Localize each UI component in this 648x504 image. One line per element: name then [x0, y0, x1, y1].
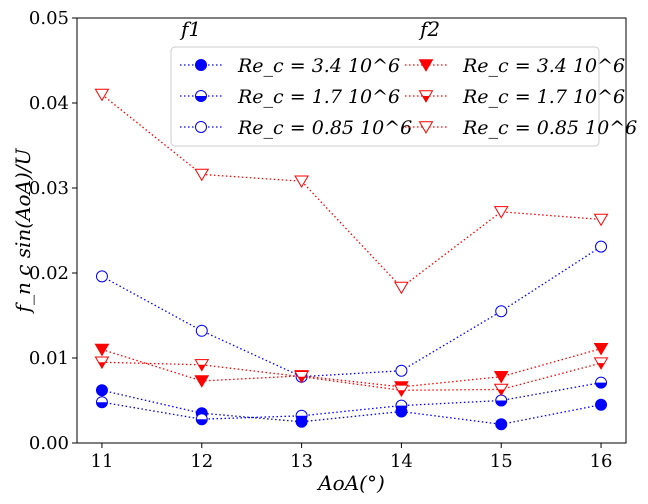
data-point	[593, 357, 609, 370]
data-point	[94, 88, 110, 102]
x-tick-label: 13	[290, 451, 313, 472]
x-tick-label: 15	[490, 451, 513, 472]
y-tick-label: 0.01	[29, 348, 69, 369]
data-point	[95, 396, 108, 409]
data-point	[493, 383, 509, 397]
legend-label: Re_c = 3.4 10^6	[462, 55, 625, 77]
data-point	[493, 371, 509, 384]
legend-item: Re_c = 1.7 10^6	[405, 86, 625, 108]
legend-item: Re_c = 0.85 10^6	[180, 117, 412, 139]
legend: f1 f2 Re_c = 3.4 10^6 Re_c = 1.7 10^6 Re_c =…	[170, 17, 637, 147]
data-point	[595, 376, 608, 389]
data-point	[395, 364, 408, 377]
data-point	[595, 398, 608, 411]
legend-label: Re_c = 1.7 10^6	[462, 86, 625, 108]
data-point	[194, 359, 210, 372]
series-f1-1	[95, 376, 608, 426]
x-tick-label: 12	[190, 451, 213, 472]
data-point	[294, 371, 309, 384]
data-point	[194, 168, 210, 182]
data-point	[194, 375, 210, 388]
y-tick-label: 0.04	[29, 93, 69, 114]
legend-item: Re_c = 0.85 10^6	[405, 117, 637, 139]
data-point	[595, 240, 608, 253]
data-point	[495, 394, 508, 407]
x-axis-label: AoA(°)	[316, 471, 385, 495]
legend-label: Re_c = 0.85 10^6	[237, 117, 412, 139]
series-f2-4	[94, 356, 609, 398]
y-tick-label: 0.02	[29, 263, 69, 284]
y-axis-label: f_n c sin(AoA)/U	[11, 147, 35, 314]
legend-marker	[418, 121, 434, 134]
data-point	[195, 324, 208, 337]
legend-group-title: f1	[179, 17, 201, 41]
data-point	[394, 384, 409, 398]
data-point	[295, 409, 308, 422]
series-line	[101, 382, 602, 420]
data-point	[95, 270, 108, 283]
axis-labels: AoA(°) f_n c sin(AoA)/U	[11, 147, 385, 495]
series-line	[101, 389, 602, 425]
series-line	[101, 93, 602, 289]
data-point	[495, 305, 508, 318]
ticks-layer: 11 12 13 14 15 16 0.00 0.01 0.02 0.03 0.04 0.05	[29, 8, 613, 472]
x-tick-label: 11	[91, 451, 114, 472]
y-tick-label: 0.05	[29, 8, 69, 29]
legend-marker	[195, 121, 207, 133]
legend-label: Re_c = 1.7 10^6	[237, 86, 400, 108]
legend-item: Re_c = 3.4 10^6	[180, 55, 400, 77]
y-tick-label: 0.00	[29, 433, 69, 454]
legend-item: Re_c = 1.7 10^6	[180, 86, 400, 108]
data-point	[493, 206, 509, 219]
data-point	[294, 175, 309, 189]
series-layer	[94, 88, 609, 431]
data-point	[94, 356, 110, 370]
legend-marker	[195, 90, 207, 102]
x-tick-label: 16	[590, 451, 613, 472]
legend-marker	[195, 59, 207, 71]
y-tick-label: 0.03	[29, 178, 69, 199]
legend-item: Re_c = 3.4 10^6	[405, 55, 625, 77]
legend-box	[170, 46, 600, 147]
legend-marker	[418, 59, 434, 72]
data-point	[95, 384, 108, 397]
series-f2-5	[94, 88, 609, 295]
x-tick-label: 14	[390, 451, 413, 472]
data-point	[195, 413, 208, 426]
data-point	[94, 343, 110, 357]
data-point	[395, 399, 408, 412]
legend-group-title: f2	[418, 17, 440, 41]
legend-marker	[418, 90, 434, 103]
data-point	[593, 342, 609, 356]
legend-label: Re_c = 0.85 10^6	[462, 117, 637, 139]
legend-label: Re_c = 3.4 10^6	[237, 55, 400, 77]
data-point	[593, 213, 609, 227]
data-point	[394, 281, 409, 295]
data-point	[495, 418, 508, 431]
